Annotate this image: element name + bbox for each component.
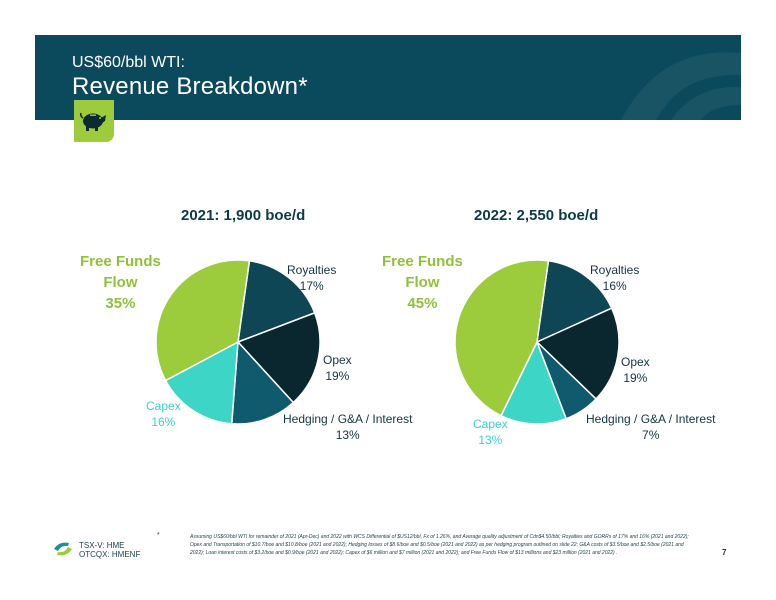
label-hedging-value: 13% (335, 428, 360, 442)
label-royalties-2022: Royalties 16% (590, 262, 639, 294)
label-capex-2021: Capex 16% (146, 398, 181, 430)
pie-chart-2021 (155, 259, 321, 425)
label-royalties-value: 16% (602, 279, 627, 293)
page-number: 7 (722, 548, 727, 557)
ticker-tsxv: TSX-V: HME (79, 541, 125, 550)
label-free-funds-2022: Free Funds Flow 45% (382, 251, 463, 314)
pie-slice-opex (236, 311, 321, 404)
pie-slice-hedging-g-a-interest (230, 340, 295, 425)
label-royalties-value: 17% (299, 279, 324, 293)
label-free-funds-value: 35% (105, 295, 136, 312)
label-opex-2021: Opex 19% (323, 352, 352, 384)
label-free-funds-line1: Free Funds (80, 253, 161, 270)
label-opex-2022: Opex 19% (621, 354, 650, 386)
company-logo-icon (54, 542, 72, 556)
label-capex-value: 16% (151, 415, 176, 429)
chart-title-2022: 2022: 2,550 boe/d (474, 207, 599, 224)
pie-slice-royalties (237, 259, 316, 344)
pie-slice-opex (535, 307, 620, 401)
label-royalties-name: Royalties (287, 263, 337, 277)
piggy-bank-icon (80, 112, 106, 131)
label-opex-name: Opex (621, 355, 650, 369)
label-capex-value: 13% (478, 433, 503, 447)
footnote-text: Assuming US$60/bbl WTI for remainder of … (190, 534, 689, 556)
header-banner: US$60/bbl WTI: Revenue Breakdown* (35, 35, 741, 120)
label-free-funds-line2: Flow (405, 274, 440, 291)
label-royalties-2021: Royalties 17% (287, 262, 336, 294)
label-opex-value: 19% (325, 369, 350, 383)
label-hedging-2022: Hedging / G&A / Interest 7% (586, 411, 715, 443)
label-royalties-name: Royalties (590, 263, 640, 277)
pie-slice-capex (500, 340, 568, 425)
label-capex-name: Capex (146, 399, 181, 413)
label-hedging-2021: Hedging / G&A / Interest 13% (283, 411, 412, 443)
header-swoosh-decoration (621, 52, 741, 120)
chart-title-2021: 2021: 1,900 boe/d (181, 207, 306, 224)
label-opex-name: Opex (323, 353, 352, 367)
label-capex-2022: Capex 13% (473, 416, 508, 448)
label-free-funds-line2: Flow (103, 274, 138, 291)
pie-slice-free-funds-flow (454, 259, 550, 417)
pie-chart-2022 (454, 259, 620, 425)
label-free-funds-value: 45% (407, 295, 438, 312)
pie-slice-royalties (536, 259, 613, 344)
pie-slice-free-funds-flow (155, 259, 251, 382)
label-capex-name: Capex (473, 417, 508, 431)
ticker-otcqx: OTCQX: HMENF (79, 550, 141, 559)
page-subtitle: US$60/bbl WTI: (72, 54, 185, 71)
label-free-funds-2021: Free Funds Flow 35% (80, 251, 161, 314)
footnote-marker: * (157, 532, 160, 539)
pie-slice-capex (164, 340, 239, 425)
label-hedging-name: Hedging / G&A / Interest (586, 412, 716, 426)
label-opex-value: 19% (623, 371, 648, 385)
label-free-funds-line1: Free Funds (382, 253, 463, 270)
label-hedging-name: Hedging / G&A / Interest (283, 412, 413, 426)
page-title: Revenue Breakdown* (72, 73, 308, 100)
piggy-bank-badge (74, 100, 114, 142)
label-hedging-value: 7% (642, 428, 660, 442)
